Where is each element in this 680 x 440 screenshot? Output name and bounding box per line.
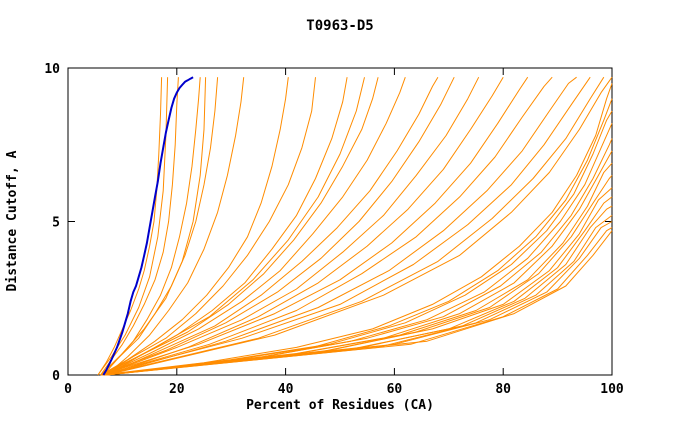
y-axis-label: Distance Cutoff, A: [5, 150, 20, 291]
model-11: [105, 76, 439, 376]
x-axis-label: Percent of Residues (CA): [246, 398, 434, 413]
model-38: [103, 77, 365, 376]
model-09: [100, 77, 379, 376]
x-tick-label: 60: [387, 382, 403, 397]
model-06: [100, 77, 289, 376]
model-29: [106, 187, 613, 376]
model-28: [103, 175, 613, 376]
model-07: [103, 77, 316, 376]
model-25: [103, 138, 613, 376]
model-05: [105, 77, 245, 376]
y-tick-label: 10: [44, 62, 60, 77]
model-01: [97, 77, 163, 376]
x-tick-label: 40: [278, 382, 294, 397]
model-15: [100, 76, 529, 376]
model-14: [105, 76, 504, 376]
x-tick-label: 80: [495, 382, 511, 397]
model-13: [103, 76, 480, 376]
model-04: [100, 77, 219, 376]
plot-frame: [67, 67, 613, 376]
model-17: [105, 76, 577, 376]
model-32: [106, 214, 613, 376]
model-highlight: [102, 76, 194, 376]
model-31: [103, 205, 613, 376]
x-tick-label: 100: [600, 382, 624, 397]
model-10: [103, 77, 406, 376]
model-23: [106, 110, 613, 376]
model-18: [100, 76, 591, 376]
model-35: [106, 230, 613, 376]
model-16: [103, 76, 553, 376]
model-21: [100, 83, 613, 376]
y-tick-label: 5: [52, 216, 60, 231]
model-02: [100, 77, 179, 376]
model-37: [100, 77, 207, 376]
model-19: [103, 76, 605, 376]
model-36: [97, 77, 169, 376]
model-20: [105, 76, 613, 376]
model-12: [100, 76, 455, 376]
x-tick-label: 20: [169, 382, 185, 397]
model-34: [103, 227, 613, 376]
model-22: [103, 98, 613, 376]
y-tick-label: 0: [52, 369, 60, 384]
chart-title: T0963-D5: [306, 18, 373, 34]
x-tick-label: 0: [64, 382, 72, 397]
model-27: [100, 162, 613, 376]
